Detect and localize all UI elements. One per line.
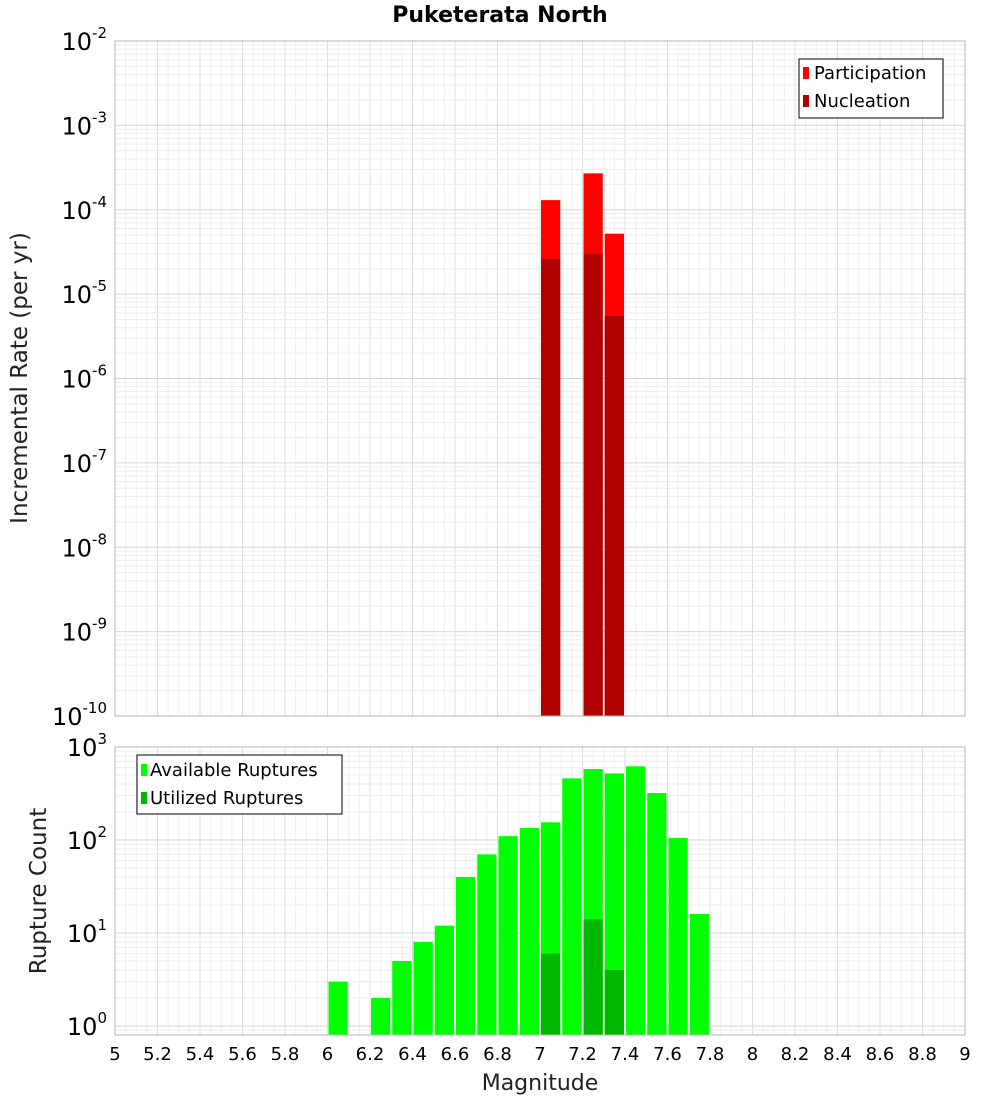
bottom-bar-s0-16 <box>689 914 709 1035</box>
x-tick-14: 7.8 <box>696 1044 725 1065</box>
top-plot-frame <box>114 40 966 717</box>
x-tick-13: 7.6 <box>653 1044 682 1065</box>
x-tick-19: 8.8 <box>908 1044 937 1065</box>
bottom-bar-s0-10 <box>562 778 582 1035</box>
legend-swatch-nucleation <box>803 95 809 107</box>
legend-swatch-utilized <box>141 792 147 804</box>
x-tick-10: 7 <box>534 1044 545 1065</box>
bottom-y-axis-label: Rupture Count <box>26 808 52 974</box>
bottom-legend-box <box>136 754 343 815</box>
bottom-bar-s0-0 <box>328 981 348 1035</box>
bottom-bar-s0-4 <box>434 925 454 1035</box>
bottom-bar-s0-12 <box>604 773 624 1035</box>
top-ytick-0: 10-2 <box>61 24 107 56</box>
top-ytick-3: 10-5 <box>61 277 107 309</box>
bottom-bars <box>328 766 709 1035</box>
x-tick-7: 6.4 <box>398 1044 427 1065</box>
x-tick-20: 9 <box>959 1044 970 1065</box>
x-tick-9: 6.8 <box>483 1044 512 1065</box>
x-tick-18: 8.6 <box>866 1044 895 1065</box>
x-tick-15: 8 <box>747 1044 758 1065</box>
bottom-bar-s0-3 <box>413 942 433 1035</box>
legend-label-available: Available Ruptures <box>150 760 318 781</box>
x-tick-12: 7.4 <box>611 1044 640 1065</box>
x-tick-2: 5.4 <box>186 1044 215 1065</box>
bottom-bar-s0-15 <box>668 838 688 1035</box>
x-tick-3: 5.6 <box>228 1044 257 1065</box>
legend-swatch-participation <box>803 67 809 79</box>
top-legend: Participation Nucleation <box>798 58 944 119</box>
bottom-ytick-3: 100 <box>67 1009 107 1041</box>
top-ytick-8: 10-10 <box>52 699 107 731</box>
x-tick-0: 5 <box>109 1044 120 1065</box>
x-tick-1: 5.2 <box>143 1044 172 1065</box>
x-tick-11: 7.2 <box>568 1044 597 1065</box>
top-bar-s1-1 <box>583 253 603 716</box>
x-tick-labels: 5 5.2 5.4 5.6 5.8 6 6.2 6.4 6.6 6.8 7 7.2 7.4 7.6 7.8 8… <box>109 1044 970 1065</box>
bottom-bar-s1-0 <box>541 953 561 1035</box>
bottom-bar-s0-14 <box>647 793 667 1035</box>
x-tick-16: 8.2 <box>781 1044 810 1065</box>
bottom-legend: Available Ruptures Utilized Ruptures <box>136 754 343 815</box>
legend-swatch-available <box>141 764 147 776</box>
top-grid <box>114 40 966 717</box>
x-tick-4: 5.8 <box>271 1044 300 1065</box>
legend-label-utilized: Utilized Ruptures <box>150 788 303 809</box>
top-ytick-4: 10-6 <box>61 362 107 394</box>
bottom-bar-s0-2 <box>392 960 412 1035</box>
bottom-bar-s0-5 <box>456 877 476 1035</box>
top-legend-box <box>798 58 944 119</box>
x-tick-6: 6.2 <box>356 1044 385 1065</box>
bottom-bar-s0-7 <box>498 836 518 1035</box>
x-axis-label: Magnitude <box>482 1071 599 1096</box>
bottom-bar-s0-13 <box>626 766 646 1035</box>
top-bar-s1-0 <box>541 259 561 716</box>
bottom-plot-frame <box>114 746 966 1036</box>
bottom-bar-s0-1 <box>371 997 391 1035</box>
legend-label-participation: Participation <box>814 63 926 84</box>
bottom-bar-s0-8 <box>519 827 539 1035</box>
top-ytick-2: 10-4 <box>61 193 107 225</box>
bottom-bar-s0-6 <box>477 854 497 1035</box>
top-ytick-6: 10-8 <box>61 530 107 562</box>
top-y-axis-label: Incremental Rate (per yr) <box>7 232 33 524</box>
top-bar-s1-2 <box>604 316 624 716</box>
x-tick-5: 6 <box>322 1044 333 1065</box>
bottom-ytick-1: 102 <box>67 823 107 855</box>
top-ytick-7: 10-9 <box>61 615 107 647</box>
chart-title: Puketerata North <box>392 3 607 28</box>
x-tick-17: 8.4 <box>823 1044 852 1065</box>
x-tick-8: 6.6 <box>441 1044 470 1065</box>
bottom-ytick-2: 101 <box>67 916 107 948</box>
top-y-ticks: 10-2 10-3 10-4 10-5 10-6 10-7 10-8 10-9 10-10 <box>52 24 107 731</box>
top-bars <box>541 173 624 716</box>
bottom-y-ticks: 103 102 101 100 <box>67 730 107 1041</box>
bottom-ytick-0: 103 <box>67 730 107 762</box>
legend-label-nucleation: Nucleation <box>814 91 910 112</box>
bottom-bar-s1-2 <box>604 969 624 1035</box>
top-ytick-1: 10-3 <box>61 108 107 140</box>
top-ytick-5: 10-7 <box>61 446 107 478</box>
bottom-bar-s1-1 <box>583 919 603 1035</box>
